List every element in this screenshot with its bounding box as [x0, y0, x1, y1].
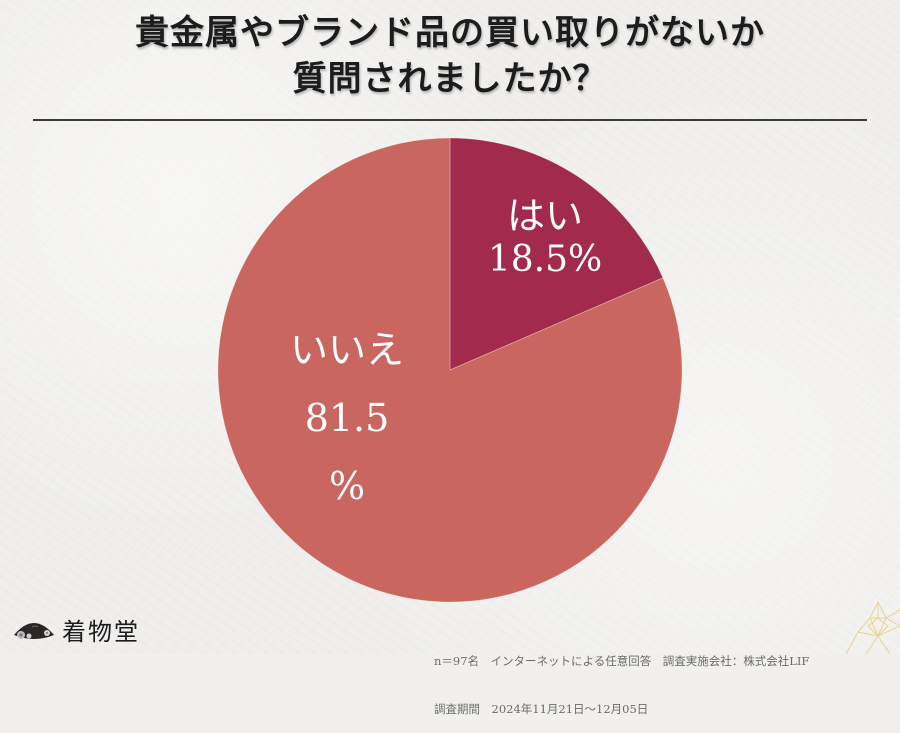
- pie-slice-no: [217, 137, 683, 603]
- no-percentage-sign: %: [328, 464, 366, 508]
- slice-label-yes: はい 18.5%: [470, 194, 620, 282]
- footnote-line-2: 調査期間 2024年11月21日～12月05日: [434, 702, 649, 716]
- pie-slice-yes: [449, 137, 664, 371]
- footnote-line-1: n＝97名 インターネットによる任意回答 調査実施会社：株式会社LIF: [434, 654, 810, 668]
- title-line-2: 質問されましたか？: [292, 59, 608, 99]
- folding-fan-icon: [14, 622, 54, 639]
- yes-label: はい: [506, 194, 583, 238]
- pie-chart: [217, 137, 683, 603]
- chart-title: 貴金属やブランド品の買い取りがないか 質問されましたか？: [0, 10, 900, 102]
- slice-label-no: いいえ 81.5 %: [262, 316, 432, 520]
- asanoha-pattern-decoration: [845, 600, 900, 654]
- survey-footnote: n＝97名 インターネットによる任意回答 調査実施会社：株式会社LIF 調査期間…: [434, 621, 809, 733]
- title-divider: [33, 119, 867, 121]
- brand-logo: 着物堂: [12, 612, 140, 647]
- yes-percentage: 18.5%: [487, 239, 603, 280]
- no-label: いいえ: [289, 328, 404, 372]
- no-percentage-number: 81.5: [304, 396, 390, 440]
- title-line-1: 貴金属やブランド品の買い取りがないか: [135, 13, 765, 53]
- brand-name: 着物堂: [62, 618, 140, 646]
